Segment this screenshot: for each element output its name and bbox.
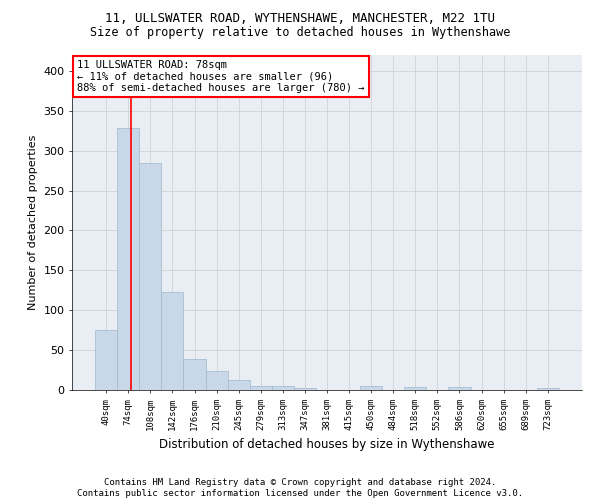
- Text: Size of property relative to detached houses in Wythenshawe: Size of property relative to detached ho…: [90, 26, 510, 39]
- Bar: [117, 128, 139, 390]
- Bar: [227, 380, 250, 390]
- Bar: [95, 330, 117, 390]
- Bar: [404, 387, 427, 390]
- Bar: [360, 386, 382, 390]
- Bar: [250, 386, 272, 390]
- Y-axis label: Number of detached properties: Number of detached properties: [28, 135, 38, 310]
- Bar: [272, 386, 294, 390]
- Text: Contains HM Land Registry data © Crown copyright and database right 2024.
Contai: Contains HM Land Registry data © Crown c…: [77, 478, 523, 498]
- Bar: [184, 359, 206, 390]
- Bar: [161, 292, 184, 390]
- Text: 11 ULLSWATER ROAD: 78sqm
← 11% of detached houses are smaller (96)
88% of semi-d: 11 ULLSWATER ROAD: 78sqm ← 11% of detach…: [77, 60, 365, 93]
- Bar: [206, 371, 227, 390]
- Bar: [294, 388, 316, 390]
- X-axis label: Distribution of detached houses by size in Wythenshawe: Distribution of detached houses by size …: [159, 438, 495, 451]
- Bar: [448, 387, 470, 390]
- Bar: [537, 388, 559, 390]
- Bar: [139, 164, 161, 390]
- Text: 11, ULLSWATER ROAD, WYTHENSHAWE, MANCHESTER, M22 1TU: 11, ULLSWATER ROAD, WYTHENSHAWE, MANCHES…: [105, 12, 495, 26]
